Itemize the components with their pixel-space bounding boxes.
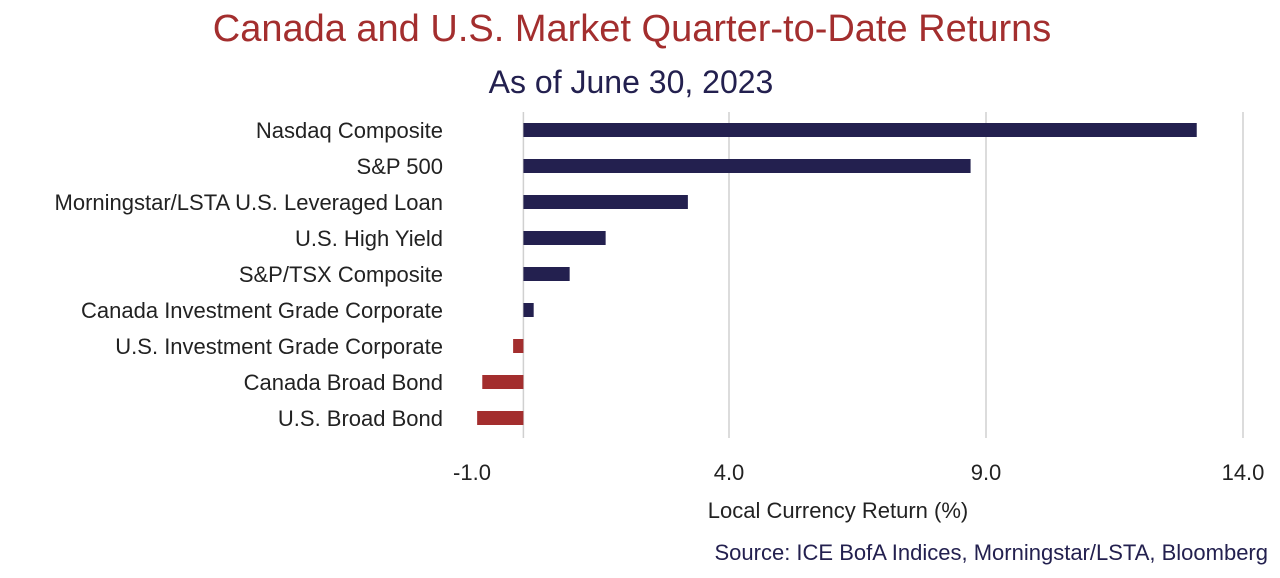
- x-tick-label: 4.0: [714, 460, 745, 485]
- x-tick-label: 9.0: [971, 460, 1002, 485]
- bar: [523, 195, 688, 209]
- category-label: S&P 500: [357, 154, 443, 179]
- category-label: S&P/TSX Composite: [239, 262, 443, 287]
- chart-title: Canada and U.S. Market Quarter-to-Date R…: [212, 8, 1052, 50]
- category-labels: Nasdaq Composite S&P 500 Morningstar/LSTA …: [55, 118, 443, 431]
- bar: [513, 339, 524, 353]
- category-label: U.S. Broad Bond: [278, 406, 443, 431]
- bar: [523, 267, 570, 281]
- bar: [523, 123, 1197, 137]
- bar: [523, 159, 971, 173]
- category-label: Morningstar/LSTA U.S. Leveraged Loan: [55, 190, 443, 215]
- category-label: Nasdaq Composite: [256, 118, 443, 143]
- source-note: Source: ICE BofA Indices, Morningstar/LS…: [714, 540, 1268, 565]
- x-tick-labels: -1.0 4.0 9.0 14.0: [453, 460, 1264, 485]
- x-axis-title: Local Currency Return (%): [708, 498, 968, 523]
- chart-subtitle: As of June 30, 2023: [488, 64, 774, 100]
- bar: [523, 303, 534, 317]
- category-label: U.S. Investment Grade Corporate: [115, 334, 443, 359]
- bars: [477, 123, 1197, 425]
- category-label: U.S. High Yield: [295, 226, 443, 251]
- bar: [477, 411, 524, 425]
- x-tick-label: 14.0: [1222, 460, 1265, 485]
- category-label: Canada Broad Bond: [244, 370, 443, 395]
- x-tick-label: -1.0: [453, 460, 491, 485]
- bar: [523, 231, 606, 245]
- category-label: Canada Investment Grade Corporate: [81, 298, 443, 323]
- bar: [482, 375, 524, 389]
